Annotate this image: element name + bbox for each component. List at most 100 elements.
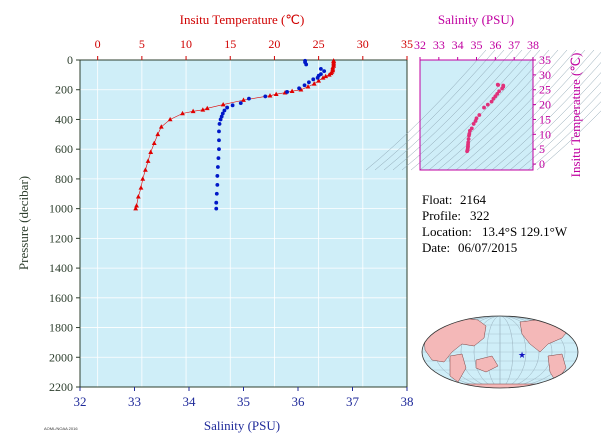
salinity-point [247,96,251,101]
ts-contour-line [518,91,601,171]
ts-tick-label-salinity: 32 [414,38,426,52]
temperature-profile-series [133,58,337,211]
ts-contour-line [455,49,577,171]
ts-point [467,133,471,138]
tick-label-pressure: 1200 [49,231,73,245]
date-value: 06/07/2015 [458,240,517,255]
land-australia [475,355,499,373]
ts-point [473,119,478,123]
temperature-point [289,88,295,94]
map-meridian [499,316,501,388]
tick-label-temperature: 0 [95,37,101,51]
ts-tick-label-salinity: 35 [471,38,483,52]
temperature-point [316,78,322,83]
ts-contour-line [527,101,601,171]
ts-tick-label-temperature: 25 [539,83,551,97]
salinity-point [222,108,227,113]
temperature-point [180,110,185,116]
ts-point [466,137,471,141]
salinity-profile-series [214,58,327,211]
temperature-axis-title: Insitu Temperature (℃) [180,12,305,27]
map-outline [421,315,579,389]
float-location-star: ★ [518,351,526,361]
tick-label-salinity: 33 [128,394,141,409]
tick-label-pressure: 1400 [49,261,73,275]
ts-contour-line [374,49,496,171]
tick-label-temperature: 20 [268,37,280,51]
tick-label-temperature: 10 [180,37,192,51]
temperature-point [151,140,157,146]
tick-label-temperature: 30 [357,37,369,51]
tick-label-salinity: 32 [74,394,87,409]
ts-tick-label-salinity: 33 [433,38,445,52]
land-africa-south [449,353,467,383]
ts-contour-line [383,49,505,171]
temperature-point [135,194,141,199]
tick-label-pressure: 1600 [49,291,73,305]
temperature-point [305,84,311,89]
ts-point [496,83,501,87]
ts-contour-line [410,49,532,171]
footer-credit: AOML/NOAA 2016 [44,426,78,431]
tick-label-temperature: 5 [139,37,145,51]
temperature-point [241,97,246,102]
tick-label-pressure: 1800 [49,321,73,335]
tick-label-salinity: 35 [237,394,250,409]
ts-salinity-axis-title: Salinity (PSU) [438,12,514,27]
profile-label: Profile: [422,208,461,223]
ts-contour-line [401,49,523,171]
salinity-point [285,90,289,94]
ts-point [491,96,496,101]
tick-label-pressure: 1000 [49,202,73,216]
ts-density-contours [365,49,601,171]
ts-tick-label-temperature: 35 [539,53,551,67]
temperature-point [267,93,273,98]
salinity-point [322,69,327,74]
temperature-point [167,116,173,122]
ts-contour-line [437,49,559,171]
ts-series [465,82,506,154]
ts-contour-line [491,62,601,171]
temperature-point [273,91,279,96]
ts-contour-line [392,49,514,171]
salinity-point [311,77,316,82]
salinity-point [215,174,220,178]
tick-label-salinity: 38 [401,394,414,409]
salinity-point [214,206,219,211]
ts-tick-label-temperature: 0 [539,157,545,171]
tick-label-pressure: 600 [55,142,73,156]
ts-contour-line [536,110,601,171]
ts-contour-line [365,49,487,171]
ts-tick-label-salinity: 38 [527,38,539,52]
tick-label-temperature: 15 [224,37,236,51]
ts-tick-label-temperature: 10 [539,127,551,141]
salinity-point [214,200,219,205]
ts-contour-line [482,51,601,171]
ts-contour-line [473,49,595,171]
ts-point [497,89,501,94]
salinity-point [220,111,225,116]
salinity-point [315,75,320,80]
tick-label-pressure: 2200 [49,380,73,394]
salinity-point [263,94,268,99]
temperature-point [190,108,196,114]
float-label: Float: [422,192,452,207]
ts-point [482,105,486,110]
float-value: 2164 [460,192,487,207]
salinity-point [215,182,220,187]
ts-point [471,122,476,126]
main-plot-area [80,60,407,387]
ts-tick-label-temperature: 15 [539,112,551,126]
temperature-point [323,73,329,79]
ts-contour-line [464,49,586,171]
temperature-point [220,101,226,107]
ts-tick-label-temperature: 5 [539,142,545,156]
ts-contour-line [446,49,568,171]
location-value: 13.4°S 129.1°W [482,224,568,239]
main-grid [80,59,408,388]
tick-label-temperature: 35 [401,37,413,51]
temperature-point [204,105,210,111]
temperature-point [298,87,304,92]
temperature-point [200,107,206,112]
